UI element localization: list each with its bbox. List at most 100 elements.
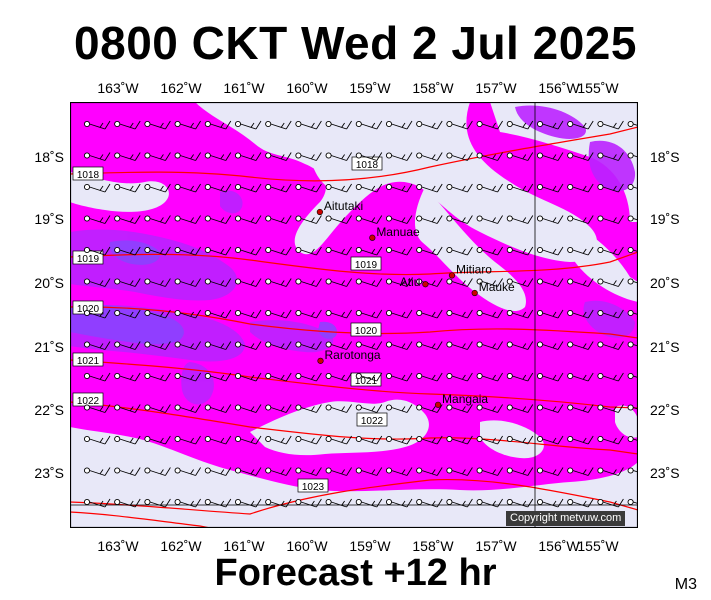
wind-barb — [234, 152, 262, 161]
wind-barb — [325, 278, 352, 287]
wind-barb — [506, 341, 534, 350]
wind-barb — [265, 246, 292, 256]
wind-barb — [446, 435, 473, 445]
wind-barb — [174, 215, 201, 224]
wind-barb — [446, 341, 473, 350]
wind-barb — [114, 309, 141, 319]
wind-barb — [265, 183, 292, 193]
isobar-labels: 1018 1018 1019 1019 1020 1020 1021 1021 1022 1022… — [72, 156, 388, 493]
wind-barb — [597, 341, 624, 350]
wind-barb — [144, 278, 171, 287]
wind-barb — [385, 404, 413, 413]
wind-barb — [295, 183, 322, 193]
wind-barb — [83, 435, 111, 445]
wind-barb — [567, 467, 594, 476]
wind-barb — [234, 246, 262, 256]
wind-barb — [174, 152, 201, 161]
wind-barb — [506, 435, 534, 445]
wind-barb — [144, 215, 171, 224]
wind-barb — [416, 246, 443, 256]
wind-barb — [144, 404, 171, 413]
wind-barb — [83, 246, 111, 256]
wind-barb — [597, 183, 624, 193]
isobar-label: 1021 — [72, 352, 104, 367]
lon-label-bottom: 158˚W — [412, 538, 454, 554]
isobar-label: 1022 — [72, 392, 104, 407]
wind-barb — [295, 246, 322, 256]
svg-text:1019: 1019 — [77, 254, 100, 265]
place-label: Mauke — [479, 280, 515, 294]
wind-barb — [204, 435, 232, 445]
wind-barb — [325, 309, 352, 319]
place-label: Rarotonga — [325, 348, 381, 362]
wind-barb — [416, 435, 443, 445]
wind-barb — [265, 341, 292, 350]
lat-label-left: 22˚S — [34, 402, 64, 418]
wind-barb — [295, 120, 322, 130]
isobar-label: 1018 — [72, 166, 104, 181]
wind-barb — [114, 152, 141, 161]
isobar-label: 1021 — [350, 372, 382, 387]
wind-barb — [295, 309, 322, 319]
place-marker: Aitutaki — [316, 199, 363, 216]
wind-barb — [295, 435, 322, 445]
wind-barb — [83, 183, 111, 193]
wind-barb — [325, 435, 352, 445]
lon-label-bottom: 159˚W — [349, 538, 391, 554]
wind-barb — [355, 215, 383, 224]
wind-barb — [506, 309, 534, 319]
lon-label-top: 155˚W — [577, 80, 619, 96]
lon-label-top: 157˚W — [475, 80, 517, 96]
wind-barb — [295, 278, 322, 287]
wind-barb — [144, 152, 171, 161]
wind-barb — [506, 120, 534, 130]
wind-barb — [355, 152, 383, 161]
place-marker: Mangaia — [434, 392, 488, 408]
wind-barb — [234, 404, 262, 413]
wind-barb — [536, 341, 564, 350]
wind-barb — [265, 152, 292, 161]
wind-barb — [385, 498, 413, 508]
wind-barb — [385, 278, 413, 287]
wind-barb — [265, 309, 292, 319]
wind-barb — [204, 372, 232, 382]
wind-barb — [295, 467, 322, 476]
wind-barb — [174, 278, 201, 287]
wind-barb — [446, 152, 473, 161]
wind-barb — [536, 309, 564, 319]
place-marker: Rarotonga — [317, 348, 381, 364]
wind-barb — [506, 404, 534, 413]
wind-barb — [114, 341, 141, 350]
wind-barb — [174, 467, 201, 476]
wind-barb — [204, 309, 232, 319]
wind-barb — [506, 246, 534, 256]
wind-barb — [446, 372, 473, 382]
wind-barb — [385, 152, 413, 161]
wind-barb — [234, 183, 262, 193]
wind-barb — [446, 183, 473, 193]
wind-barb — [416, 309, 443, 319]
wind-barb — [265, 435, 292, 445]
place-label: Atiu — [400, 275, 421, 289]
wind-barb — [234, 309, 262, 319]
wind-barb — [234, 467, 262, 476]
lon-label-top: 158˚W — [412, 80, 454, 96]
wind-barb — [355, 372, 383, 382]
wind-barb — [567, 341, 594, 350]
wind-barb — [355, 467, 383, 476]
wind-barb — [476, 404, 503, 413]
wind-barb — [446, 309, 473, 319]
wind-barb — [536, 152, 564, 161]
lon-label-bottom: 161˚W — [223, 538, 265, 554]
wind-barb — [265, 372, 292, 382]
lat-label-right: 21˚S — [650, 339, 680, 355]
svg-text:1021: 1021 — [355, 376, 378, 387]
svg-text:1020: 1020 — [355, 326, 378, 337]
wind-barb — [325, 215, 352, 224]
wind-barb — [597, 215, 624, 224]
wind-barb — [325, 120, 352, 130]
wind-barb — [114, 183, 141, 193]
place-marker: Mitiaro — [448, 262, 492, 279]
lat-label-left: 23˚S — [34, 465, 64, 481]
lon-label-bottom: 157˚W — [475, 538, 517, 554]
